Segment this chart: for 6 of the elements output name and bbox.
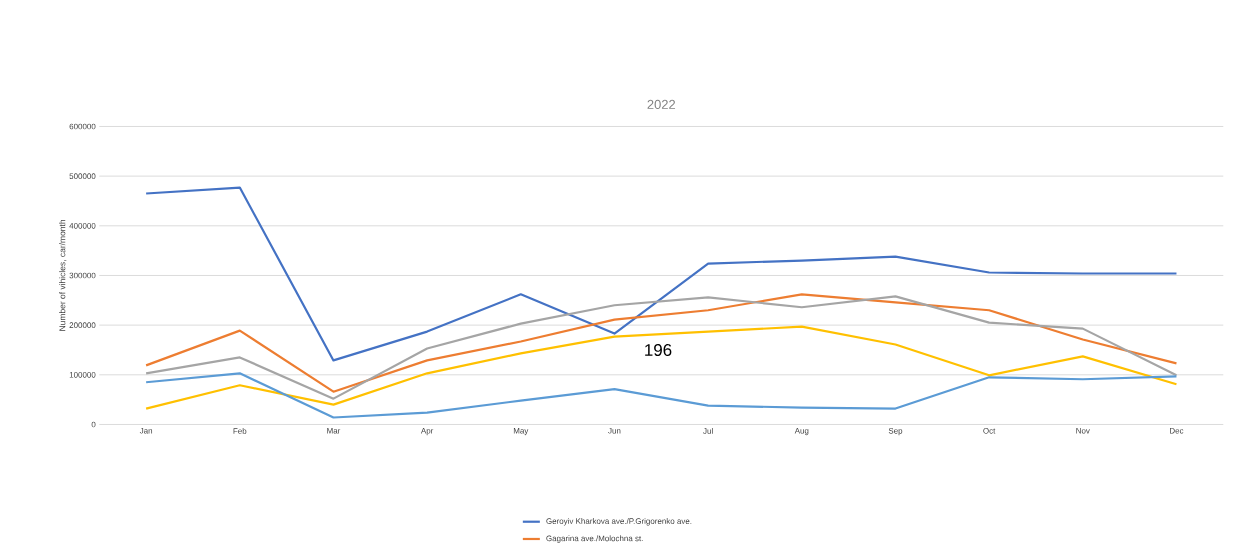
y-axis-title: Number of vihicles, car/month [59,220,67,331]
chart-title: 2022 [647,99,676,110]
line-series [145,186,1178,362]
line-series [145,325,1178,410]
annotation: 196 [645,344,672,357]
line-series [145,372,1178,419]
